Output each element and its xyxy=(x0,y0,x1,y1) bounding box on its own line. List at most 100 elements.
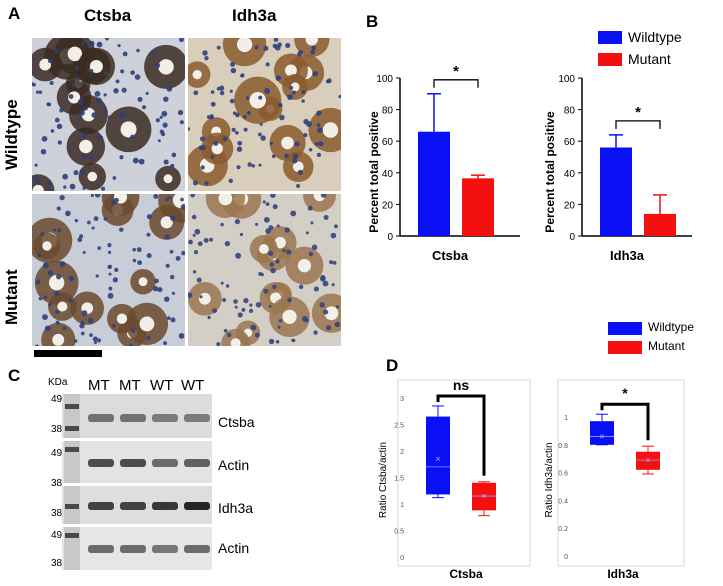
ihc-col-idh3a: Idh3a xyxy=(232,6,277,25)
nucleus xyxy=(181,250,185,256)
tubule-lumen xyxy=(67,46,83,62)
y-tick-label: 20 xyxy=(564,200,576,211)
nucleus xyxy=(203,237,209,243)
x-axis-label: Idh3a xyxy=(607,567,639,581)
nucleus xyxy=(221,297,227,303)
protein-band xyxy=(152,502,178,510)
nucleus xyxy=(97,246,101,250)
nucleus xyxy=(161,110,168,117)
nucleus xyxy=(33,176,39,182)
lane-label-1: MT xyxy=(88,377,110,394)
y-tick-label: 20 xyxy=(382,200,394,211)
nucleus xyxy=(38,90,43,95)
nucleus xyxy=(57,228,62,233)
nucleus xyxy=(179,120,184,125)
tubule-lumen xyxy=(282,309,297,324)
nucleus xyxy=(289,85,294,90)
tubule xyxy=(101,194,140,216)
ihc-image-mutant-idh3a xyxy=(188,194,341,346)
nucleus xyxy=(197,241,203,247)
nucleus xyxy=(73,170,79,176)
nucleus xyxy=(279,114,285,121)
nucleus xyxy=(295,183,301,188)
legend-b-mutant-label: Mutant xyxy=(628,51,671,67)
nucleus xyxy=(44,325,51,332)
nucleus xyxy=(268,225,274,231)
y-tick-label: 80 xyxy=(382,106,394,117)
nucleus xyxy=(178,333,185,339)
nucleus xyxy=(42,262,49,269)
nucleus xyxy=(72,83,76,87)
nucleus xyxy=(62,326,67,331)
nucleus xyxy=(111,324,116,328)
significance-mark: ns xyxy=(453,377,470,393)
nucleus xyxy=(179,38,185,43)
nucleus xyxy=(220,222,224,227)
x-axis-label: Ctsba xyxy=(432,248,469,263)
significance-mark: * xyxy=(635,104,641,121)
legend-d-wildtype-swatch xyxy=(608,322,642,335)
nucleus xyxy=(119,155,124,160)
nucleus xyxy=(268,304,272,308)
nucleus xyxy=(192,180,198,186)
nucleus xyxy=(193,90,199,96)
nucleus xyxy=(202,50,208,56)
nucleus xyxy=(325,325,332,331)
mean-marker: × xyxy=(435,454,440,464)
nucleus xyxy=(204,181,209,186)
y-tick-label: 0 xyxy=(564,554,568,561)
significance-bracket xyxy=(615,120,661,129)
blot-label-ctsba: Ctsba xyxy=(218,414,255,430)
nucleus xyxy=(73,339,78,343)
nucleus xyxy=(82,132,88,138)
nucleus xyxy=(323,309,329,315)
marker-actin1-38: 38 xyxy=(51,478,63,489)
marker-actin1-49: 49 xyxy=(51,448,63,459)
ihc-image-wildtype-ctsba xyxy=(32,38,185,191)
nucleus xyxy=(56,123,63,130)
nucleus xyxy=(107,292,114,299)
nucleus xyxy=(121,87,127,93)
nucleus xyxy=(50,129,55,133)
nucleus xyxy=(117,44,121,48)
nucleus xyxy=(146,232,151,237)
nucleus xyxy=(304,318,309,323)
nucleus xyxy=(334,321,341,328)
nucleus xyxy=(115,79,120,84)
nucleus xyxy=(32,70,35,76)
nucleus xyxy=(206,115,211,120)
nucleus xyxy=(81,154,87,160)
tubule-lumen xyxy=(172,194,185,209)
nucleus xyxy=(234,219,241,225)
nucleus xyxy=(107,242,112,248)
nucleus xyxy=(278,319,283,323)
nucleus xyxy=(68,94,74,99)
nucleus xyxy=(95,274,99,278)
panel-d-box-plots: 0 0.5 1 1.5 2 2.5 3 × × ns Ctsba Ratio Ctsba/actin 0… xyxy=(378,377,685,581)
nucleus xyxy=(81,310,88,316)
nucleus xyxy=(320,275,326,280)
nucleus xyxy=(32,82,35,87)
nucleus xyxy=(241,307,246,312)
nucleus xyxy=(272,284,277,289)
box-wildtype xyxy=(590,421,614,445)
nucleus xyxy=(329,260,334,265)
y-tick-label: 3 xyxy=(400,396,404,403)
nucleus xyxy=(273,38,279,42)
nucleus xyxy=(291,338,295,342)
y-tick-label: 0.6 xyxy=(558,471,568,478)
nucleus xyxy=(301,90,306,95)
nucleus xyxy=(268,338,275,345)
nucleus xyxy=(270,267,276,274)
nucleus xyxy=(128,343,133,346)
nucleus xyxy=(87,317,94,324)
nucleus xyxy=(310,221,314,225)
x-axis-label: Ctsba xyxy=(449,567,483,581)
tubule-lumen xyxy=(57,301,68,312)
nucleus xyxy=(264,88,271,94)
tubule-lumen xyxy=(32,184,44,191)
nucleus xyxy=(191,214,197,220)
tubule-lumen xyxy=(139,316,155,332)
nucleus xyxy=(180,197,184,202)
protein-band xyxy=(152,545,178,553)
